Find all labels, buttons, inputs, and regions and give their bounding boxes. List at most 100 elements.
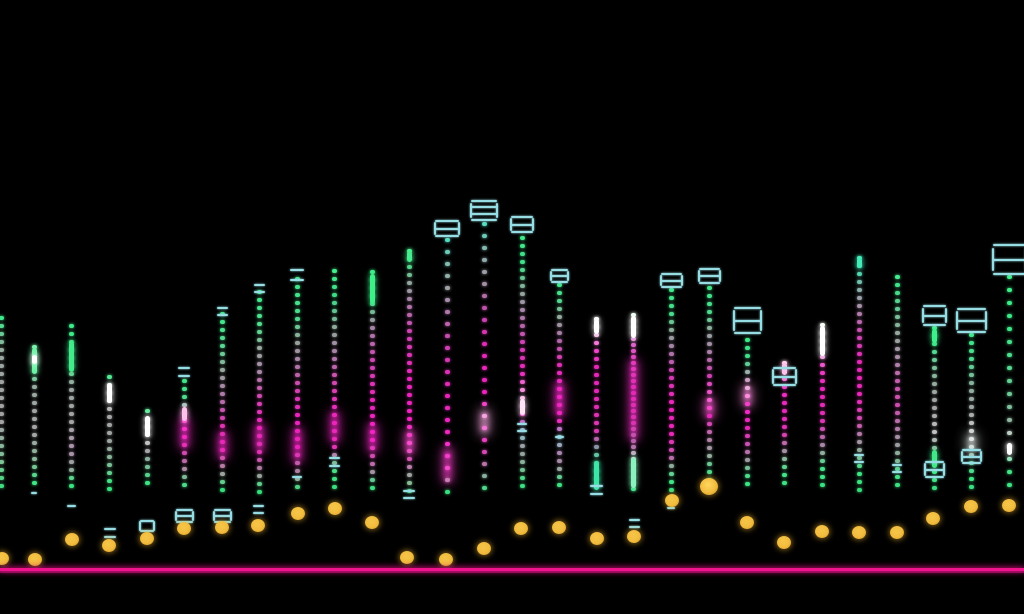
marker-line xyxy=(517,423,527,425)
column-solid-segment xyxy=(931,329,937,343)
level-dot xyxy=(481,246,487,250)
level-dot xyxy=(256,346,262,350)
level-dot xyxy=(1006,431,1012,435)
level-dot xyxy=(331,341,337,345)
level-dot xyxy=(331,349,337,353)
level-dot xyxy=(0,364,4,368)
level-dot xyxy=(331,357,337,361)
level-dot xyxy=(256,410,262,414)
level-dot xyxy=(0,428,4,432)
level-dot xyxy=(406,337,412,341)
level-dot xyxy=(406,425,412,429)
column-glow xyxy=(330,412,338,442)
level-dot xyxy=(668,456,674,460)
level-dot xyxy=(556,371,562,375)
level-dot xyxy=(706,350,712,354)
level-dot xyxy=(519,420,525,424)
level-dot xyxy=(406,401,412,405)
level-dot xyxy=(781,473,787,477)
level-dot xyxy=(406,473,412,477)
level-dot xyxy=(331,477,337,481)
level-dot xyxy=(931,438,937,442)
level-dot xyxy=(219,440,225,444)
level-dot xyxy=(856,288,862,292)
level-dot xyxy=(706,342,712,346)
peak-hold-marker xyxy=(991,244,1024,275)
level-dot xyxy=(706,454,712,458)
level-dot xyxy=(481,306,487,310)
level-dot xyxy=(406,297,412,301)
level-dot xyxy=(630,355,636,359)
level-dot xyxy=(706,302,712,306)
level-dot xyxy=(481,294,487,298)
level-dot xyxy=(519,300,525,304)
level-dot xyxy=(556,339,562,343)
level-dot xyxy=(144,409,150,413)
level-dot xyxy=(593,445,599,449)
level-dot xyxy=(331,269,337,273)
level-dot xyxy=(856,448,862,452)
marker-bracket xyxy=(532,218,534,231)
level-dot xyxy=(556,459,562,463)
level-dot xyxy=(331,325,337,329)
beat-dot xyxy=(514,521,528,535)
level-dot xyxy=(331,413,337,417)
level-dot xyxy=(0,452,4,456)
level-dot xyxy=(894,427,900,431)
level-dot xyxy=(31,401,37,405)
level-dot xyxy=(294,469,300,473)
beat-dot xyxy=(140,531,154,545)
marker-line xyxy=(216,314,228,316)
level-dot xyxy=(706,294,712,298)
beat-dot xyxy=(665,493,679,507)
level-dot xyxy=(931,374,937,378)
level-dot xyxy=(444,430,450,434)
level-dot xyxy=(0,388,4,392)
level-dot xyxy=(369,374,375,378)
level-dot xyxy=(856,472,862,476)
level-dot xyxy=(856,296,862,300)
level-dot xyxy=(294,389,300,393)
level-dot xyxy=(406,417,412,421)
level-dot xyxy=(894,307,900,311)
marker-bracket xyxy=(139,521,141,531)
level-dot xyxy=(219,368,225,372)
marker-line xyxy=(550,269,568,271)
marker-bracket xyxy=(566,270,569,282)
beat-dot xyxy=(328,501,342,515)
level-dot xyxy=(0,332,4,336)
level-dot xyxy=(294,429,300,433)
level-dot xyxy=(294,317,300,321)
level-dot xyxy=(369,446,375,450)
level-dot xyxy=(106,479,112,483)
beat-dot xyxy=(477,541,491,555)
level-dot xyxy=(31,377,37,381)
level-dot xyxy=(0,412,4,416)
level-dot xyxy=(0,404,4,408)
marker-line xyxy=(290,269,304,271)
level-dot xyxy=(256,418,262,422)
marker-bracket xyxy=(434,222,436,235)
level-dot xyxy=(106,487,112,491)
level-dot xyxy=(856,360,862,364)
marker-line xyxy=(511,231,533,233)
level-dot xyxy=(481,462,487,466)
level-dot xyxy=(519,348,525,352)
level-dot xyxy=(706,406,712,410)
peak-hold-marker xyxy=(955,308,987,333)
level-dot xyxy=(256,482,262,486)
level-dot xyxy=(444,310,450,314)
peak-hold-marker xyxy=(732,307,762,334)
level-dot xyxy=(894,379,900,383)
level-dot xyxy=(781,457,787,461)
level-dot xyxy=(706,430,712,434)
level-dot xyxy=(781,433,787,437)
level-dot xyxy=(481,390,487,394)
marker-bracket xyxy=(212,510,215,522)
level-dot xyxy=(219,320,225,324)
marker-line xyxy=(290,279,304,281)
level-dot xyxy=(369,486,375,490)
level-dot xyxy=(856,352,862,356)
level-dot xyxy=(931,366,937,370)
level-dot xyxy=(481,258,487,262)
